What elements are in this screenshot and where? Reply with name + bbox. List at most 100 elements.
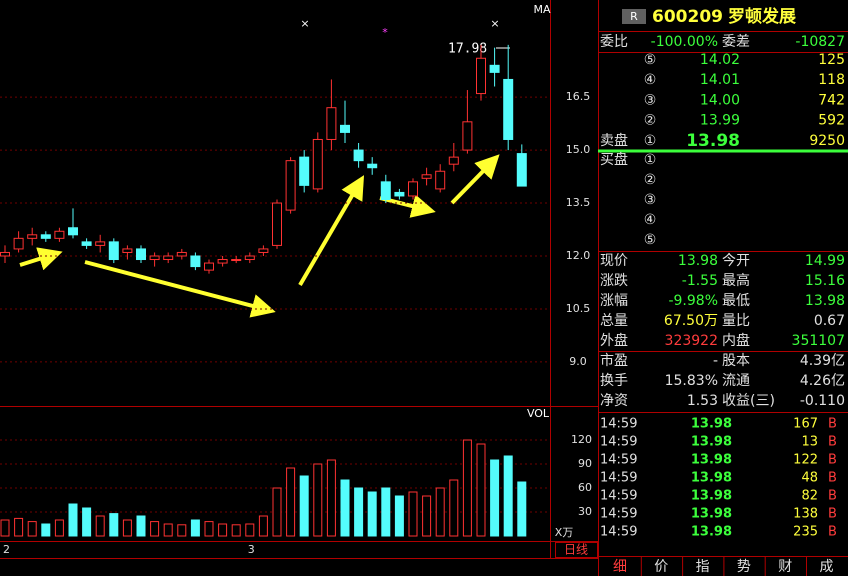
tab[interactable]: 价 — [654, 559, 668, 575]
tick-side: B — [828, 489, 837, 504]
volume-bar — [245, 523, 255, 537]
candle-body — [435, 170, 446, 190]
ask-price: 13.98 — [686, 131, 740, 151]
badge-box — [622, 9, 646, 24]
volume-bar — [95, 515, 105, 537]
tick-side: B — [828, 417, 837, 432]
quote-label: 最低 — [722, 293, 750, 309]
tick-price: 13.98 — [691, 435, 732, 450]
quote-label: 收益(三) — [722, 393, 775, 409]
tick-time: 14:59 — [600, 417, 637, 432]
volume-bar — [408, 491, 418, 537]
badge: R — [630, 10, 638, 23]
ask-volume: 125 — [818, 52, 845, 68]
volume-bar — [258, 515, 268, 537]
tick-time: 14:59 — [600, 453, 637, 468]
candle-body — [217, 259, 228, 264]
tick-price: 13.98 — [691, 471, 732, 486]
quote-label: 涨跌 — [600, 273, 628, 289]
sell-label: 卖盘 — [600, 132, 628, 149]
tick-side: B — [828, 471, 837, 486]
tab[interactable]: 势 — [737, 559, 751, 575]
volume-bar — [218, 523, 228, 537]
ask-volume: 118 — [818, 72, 845, 88]
label: 委差 — [722, 34, 750, 50]
tick-side: B — [828, 525, 837, 540]
volume-bar — [422, 495, 432, 537]
quote-value: 4.26亿 — [800, 373, 845, 389]
ask-level: ③ — [644, 92, 657, 108]
candle-body — [272, 202, 282, 246]
marker: × — [490, 17, 499, 30]
volume-bar — [367, 491, 377, 537]
bid-level: ⑤ — [644, 232, 657, 248]
candle-body — [299, 156, 310, 186]
candle-body — [231, 259, 242, 262]
volume-bar — [136, 515, 146, 537]
tab[interactable]: 指 — [696, 559, 710, 575]
quote-label: 换手 — [600, 372, 628, 389]
volume-bar — [190, 519, 200, 537]
candle-body — [108, 241, 119, 261]
value: -100.00% — [651, 34, 718, 50]
quote-label: 流通 — [722, 373, 750, 389]
volume-bar — [109, 513, 119, 537]
ma-label: MA — [533, 3, 550, 16]
label: 委比 — [600, 34, 628, 50]
volume-bar — [272, 487, 282, 537]
tab[interactable]: 细 — [613, 559, 627, 575]
tab[interactable]: 财 — [778, 559, 792, 575]
candle-body — [95, 241, 106, 246]
candle-body — [204, 262, 214, 271]
quote-label: 涨幅 — [600, 293, 628, 309]
tick-volume: 82 — [801, 489, 818, 504]
quote-value: 15.83% — [665, 373, 718, 389]
quote-value: 14.99 — [805, 253, 845, 269]
quote-label: 外盘 — [600, 332, 628, 349]
tick-side: B — [828, 453, 837, 468]
y-tick-label: 16.5 — [566, 90, 591, 103]
candle-body — [176, 251, 187, 257]
candle-body — [448, 156, 459, 165]
candle-body — [380, 181, 391, 200]
candle-body — [394, 191, 405, 197]
bid-level: ② — [644, 172, 657, 188]
volume-bar — [340, 479, 350, 537]
volume-bar — [122, 519, 132, 537]
volume-bar — [82, 507, 92, 537]
tab[interactable]: 成 — [820, 559, 834, 575]
vol-tick-label: 90 — [578, 457, 592, 470]
quote-label: 今开 — [722, 253, 750, 269]
bid-level: ③ — [644, 192, 657, 208]
ask-price: 14.00 — [700, 92, 740, 108]
candle-body — [244, 255, 255, 261]
ask-level: ② — [644, 113, 657, 129]
tick-price: 13.98 — [691, 453, 732, 468]
volume-bar — [54, 519, 64, 537]
ask-level: ④ — [644, 72, 657, 88]
candle-body — [258, 248, 269, 253]
quote-value: 15.16 — [805, 273, 845, 289]
ask-price: 14.01 — [700, 72, 740, 88]
candle-body — [421, 174, 432, 179]
ask-volume: 742 — [818, 92, 845, 108]
y-tick-label: 9.0 — [569, 355, 587, 368]
volume-bar — [435, 487, 445, 537]
y-tick-label: 10.5 — [566, 302, 591, 315]
tick-side: B — [828, 435, 837, 450]
vol-label: VOL — [527, 407, 550, 420]
volume-bar — [449, 479, 459, 537]
quote-value: 13.98 — [805, 293, 845, 309]
stock-name: 罗顿发展 — [728, 6, 796, 27]
period-tab[interactable]: 日线 — [564, 543, 588, 557]
volume-bar — [462, 439, 472, 537]
vol-unit: X万 — [555, 526, 574, 539]
candle-body — [367, 163, 378, 169]
tick-time: 14:59 — [600, 507, 637, 522]
candle-body — [340, 124, 350, 133]
candle-body — [149, 255, 160, 261]
quote-label: 内盘 — [722, 332, 750, 349]
candle-body — [489, 64, 500, 73]
